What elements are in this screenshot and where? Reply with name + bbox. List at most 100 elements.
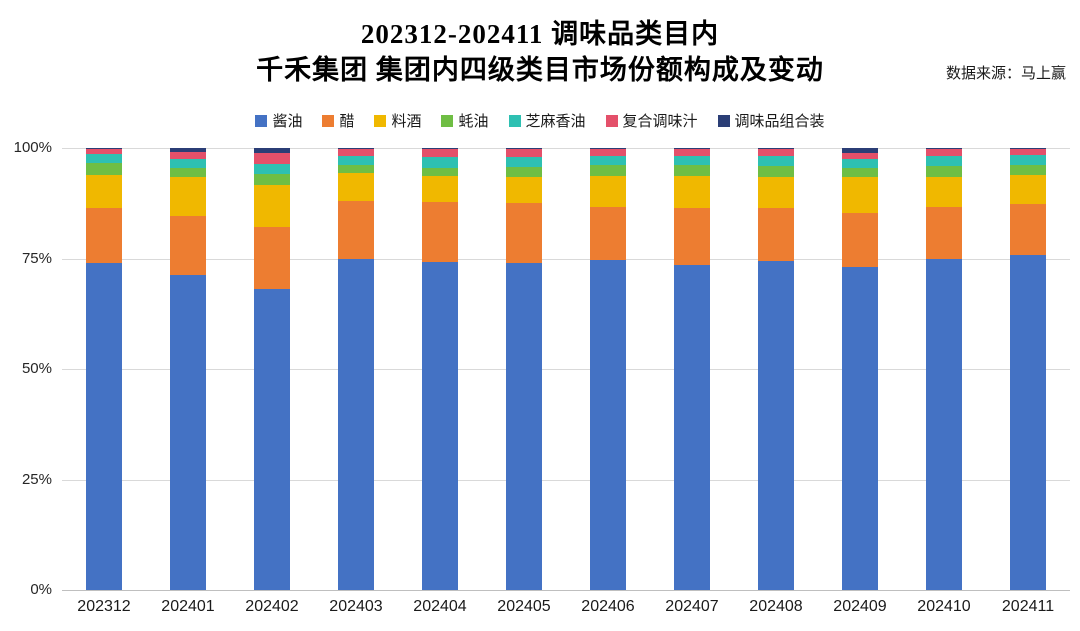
bar-segment-202409-蚝油[interactable] bbox=[842, 167, 878, 178]
bar-segment-202406-料酒[interactable] bbox=[590, 175, 626, 207]
stacked-bar-202312[interactable] bbox=[86, 148, 122, 590]
bar-segment-202408-蚝油[interactable] bbox=[758, 165, 794, 177]
bar-segment-202411-料酒[interactable] bbox=[1010, 175, 1046, 204]
bar-segment-202405-调味品组合装[interactable] bbox=[506, 148, 542, 149]
bar-segment-202312-醋[interactable] bbox=[86, 208, 122, 263]
bar-segment-202410-酱油[interactable] bbox=[926, 258, 962, 590]
bar-segment-202312-调味品组合装[interactable] bbox=[86, 148, 122, 149]
stacked-bar-202403[interactable] bbox=[338, 148, 374, 590]
bar-segment-202407-料酒[interactable] bbox=[674, 176, 710, 209]
gridline-75% bbox=[62, 258, 1070, 260]
bar-segment-202404-酱油[interactable] bbox=[422, 262, 458, 590]
bar-segment-202409-调味品组合装[interactable] bbox=[842, 148, 878, 154]
bar-segment-202408-复合调味汁[interactable] bbox=[758, 148, 794, 156]
bar-segment-202404-料酒[interactable] bbox=[422, 175, 458, 203]
bar-segment-202406-调味品组合装[interactable] bbox=[590, 148, 626, 149]
bar-segment-202410-料酒[interactable] bbox=[926, 176, 962, 208]
bar-segment-202401-芝麻香油[interactable] bbox=[170, 159, 206, 168]
stacked-bar-202404[interactable] bbox=[422, 148, 458, 590]
bar-segment-202406-蚝油[interactable] bbox=[590, 165, 626, 176]
bar-segment-202411-芝麻香油[interactable] bbox=[1010, 155, 1046, 166]
bar-segment-202408-料酒[interactable] bbox=[758, 176, 794, 208]
bar-segment-202405-芝麻香油[interactable] bbox=[506, 157, 542, 168]
stacked-bar-202410[interactable] bbox=[926, 148, 962, 590]
bar-segment-202408-调味品组合装[interactable] bbox=[758, 148, 794, 149]
bar-segment-202407-复合调味汁[interactable] bbox=[674, 148, 710, 157]
bar-segment-202411-蚝油[interactable] bbox=[1010, 165, 1046, 176]
bar-segment-202405-蚝油[interactable] bbox=[506, 167, 542, 178]
stacked-bar-202406[interactable] bbox=[590, 148, 626, 590]
bar-segment-202402-芝麻香油[interactable] bbox=[254, 163, 290, 175]
bar-segment-202406-醋[interactable] bbox=[590, 206, 626, 260]
bar-segment-202409-酱油[interactable] bbox=[842, 267, 878, 590]
bar-segment-202411-调味品组合装[interactable] bbox=[1010, 148, 1046, 149]
bar-segment-202411-酱油[interactable] bbox=[1010, 254, 1046, 590]
bar-segment-202401-复合调味汁[interactable] bbox=[170, 152, 206, 160]
bar-segment-202409-醋[interactable] bbox=[842, 212, 878, 268]
bar-segment-202406-酱油[interactable] bbox=[590, 259, 626, 590]
bar-segment-202411-复合调味汁[interactable] bbox=[1010, 148, 1046, 156]
bar-segment-202404-醋[interactable] bbox=[422, 202, 458, 263]
bar-segment-202403-酱油[interactable] bbox=[338, 258, 374, 590]
bar-segment-202403-醋[interactable] bbox=[338, 201, 374, 259]
legend-label: 调味品组合装 bbox=[734, 114, 825, 130]
bar-segment-202403-蚝油[interactable] bbox=[338, 165, 374, 173]
bar-segment-202402-料酒[interactable] bbox=[254, 184, 290, 227]
bar-segment-202401-料酒[interactable] bbox=[170, 177, 206, 216]
bar-segment-202407-调味品组合装[interactable] bbox=[674, 148, 710, 149]
bar-segment-202408-酱油[interactable] bbox=[758, 260, 794, 590]
bar-segment-202407-蚝油[interactable] bbox=[674, 164, 710, 177]
bar-segment-202410-醋[interactable] bbox=[926, 207, 962, 259]
bar-segment-202407-芝麻香油[interactable] bbox=[674, 156, 710, 165]
bar-segment-202402-酱油[interactable] bbox=[254, 289, 290, 590]
bar-segment-202401-蚝油[interactable] bbox=[170, 167, 206, 178]
bar-segment-202312-蚝油[interactable] bbox=[86, 163, 122, 175]
bar-segment-202401-酱油[interactable] bbox=[170, 275, 206, 590]
bar-segment-202401-醋[interactable] bbox=[170, 215, 206, 276]
stacked-bar-202402[interactable] bbox=[254, 148, 290, 590]
bar-segment-202407-醋[interactable] bbox=[674, 208, 710, 266]
bar-segment-202405-醋[interactable] bbox=[506, 202, 542, 263]
stacked-bar-202407[interactable] bbox=[674, 148, 710, 590]
stacked-bar-202411[interactable] bbox=[1010, 148, 1046, 590]
bar-segment-202408-醋[interactable] bbox=[758, 207, 794, 261]
bar-segment-202402-蚝油[interactable] bbox=[254, 174, 290, 185]
bar-segment-202410-芝麻香油[interactable] bbox=[926, 156, 962, 167]
bar-segment-202404-复合调味汁[interactable] bbox=[422, 148, 458, 158]
bar-segment-202312-复合调味汁[interactable] bbox=[86, 148, 122, 155]
bar-segment-202407-酱油[interactable] bbox=[674, 265, 710, 590]
bar-segment-202312-酱油[interactable] bbox=[86, 262, 122, 590]
bar-segment-202405-酱油[interactable] bbox=[506, 262, 542, 590]
bar-segment-202409-芝麻香油[interactable] bbox=[842, 159, 878, 168]
bar-segment-202406-复合调味汁[interactable] bbox=[590, 148, 626, 156]
bar-segment-202312-芝麻香油[interactable] bbox=[86, 154, 122, 164]
stacked-bar-202408[interactable] bbox=[758, 148, 794, 590]
bar-segment-202403-复合调味汁[interactable] bbox=[338, 148, 374, 157]
bar-segment-202408-芝麻香油[interactable] bbox=[758, 155, 794, 166]
bar-segment-202403-芝麻香油[interactable] bbox=[338, 156, 374, 166]
bar-segment-202405-复合调味汁[interactable] bbox=[506, 148, 542, 158]
bar-segment-202411-醋[interactable] bbox=[1010, 203, 1046, 255]
bar-segment-202409-料酒[interactable] bbox=[842, 177, 878, 213]
bar-segment-202402-复合调味汁[interactable] bbox=[254, 152, 290, 164]
bar-segment-202404-蚝油[interactable] bbox=[422, 167, 458, 176]
bar-segment-202401-调味品组合装[interactable] bbox=[170, 148, 206, 153]
bar-segment-202409-复合调味汁[interactable] bbox=[842, 153, 878, 160]
legend-item-6: 调味品组合装 bbox=[717, 110, 825, 131]
bar-segment-202404-芝麻香油[interactable] bbox=[422, 157, 458, 168]
bar-segment-202402-调味品组合装[interactable] bbox=[254, 148, 290, 153]
stacked-bar-202409[interactable] bbox=[842, 148, 878, 590]
bar-segment-202405-料酒[interactable] bbox=[506, 177, 542, 203]
bar-segment-202410-蚝油[interactable] bbox=[926, 166, 962, 177]
stacked-bar-202405[interactable] bbox=[506, 148, 542, 590]
bar-segment-202403-调味品组合装[interactable] bbox=[338, 148, 374, 149]
bar-segment-202403-料酒[interactable] bbox=[338, 172, 374, 202]
bar-segment-202312-料酒[interactable] bbox=[86, 174, 122, 209]
bar-segment-202410-复合调味汁[interactable] bbox=[926, 148, 962, 156]
bar-segment-202410-调味品组合装[interactable] bbox=[926, 148, 962, 149]
x-tick-label-202405: 202405 bbox=[497, 598, 551, 615]
stacked-bar-202401[interactable] bbox=[170, 148, 206, 590]
bar-segment-202406-芝麻香油[interactable] bbox=[590, 155, 626, 166]
bar-segment-202402-醋[interactable] bbox=[254, 226, 290, 290]
bar-segment-202404-调味品组合装[interactable] bbox=[422, 148, 458, 149]
